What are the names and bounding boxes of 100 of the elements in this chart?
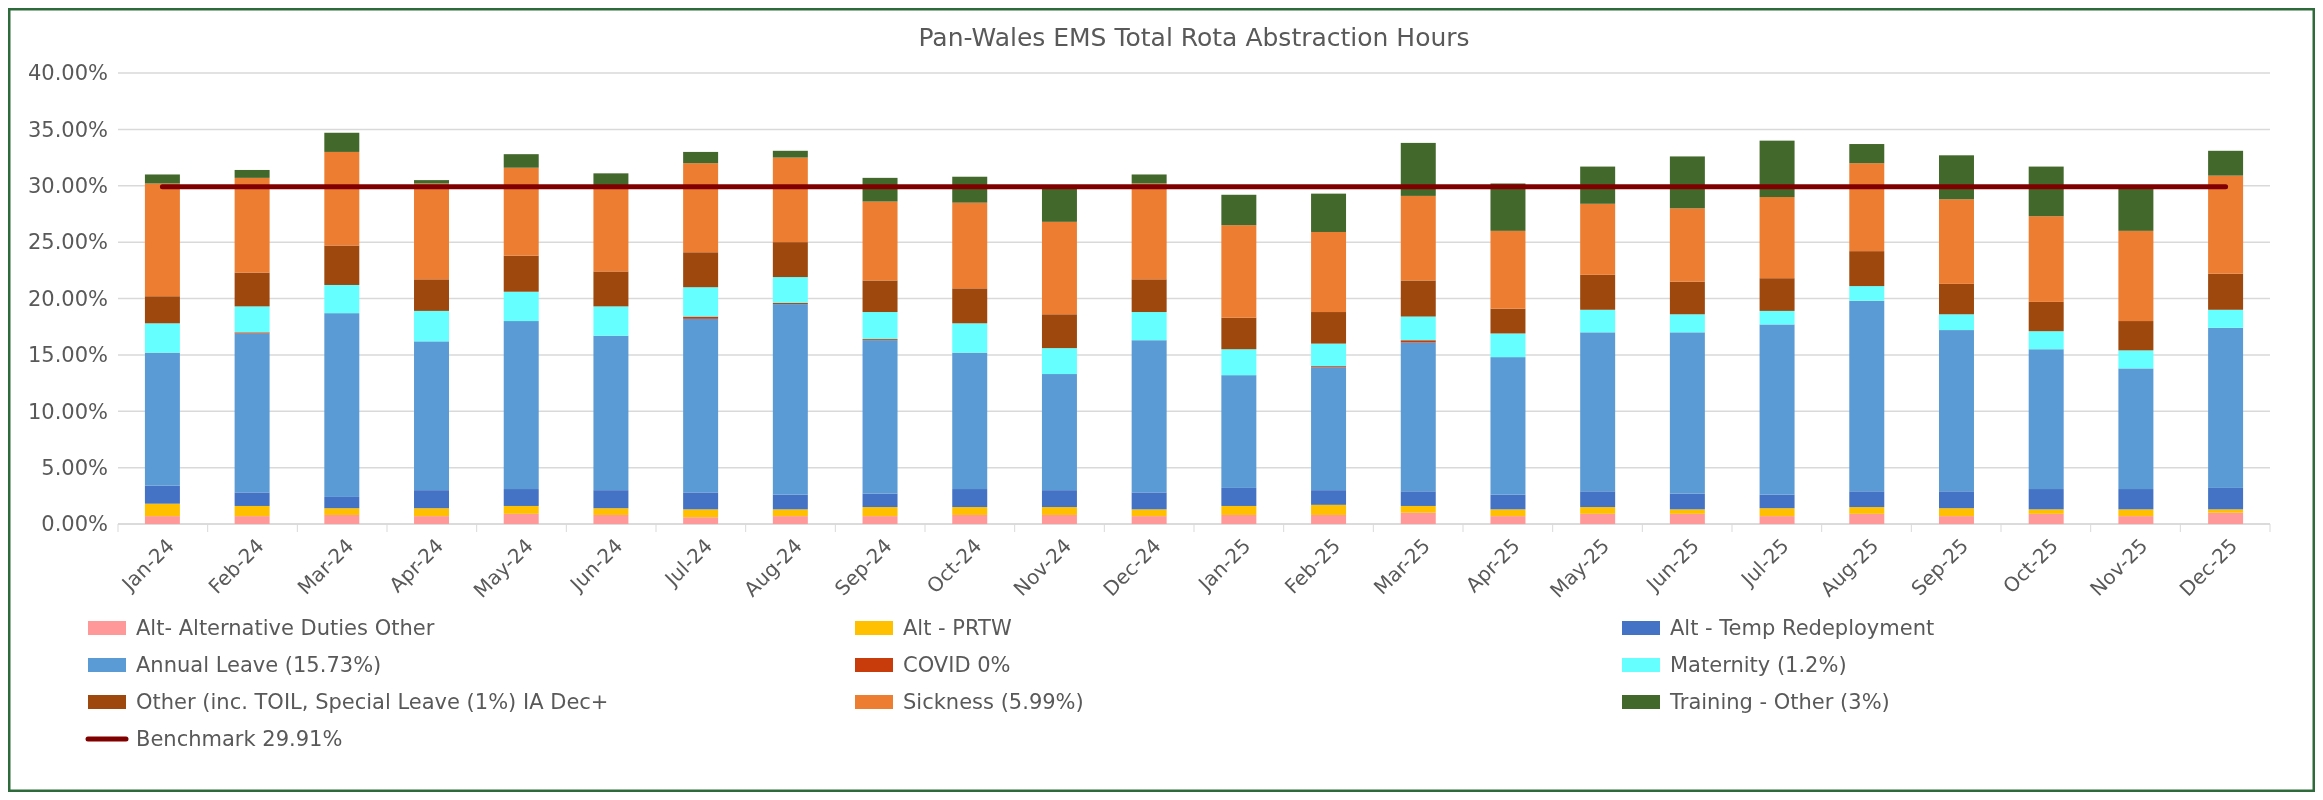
legend-label: Sickness (5.99%) — [903, 690, 1084, 715]
bar — [1400, 512, 1436, 524]
bar — [1400, 491, 1436, 506]
bar — [1759, 508, 1795, 517]
bar — [1041, 348, 1077, 375]
bar — [324, 514, 360, 524]
bar — [1938, 314, 1974, 331]
bar — [324, 496, 360, 509]
bar — [503, 167, 539, 256]
bar — [1669, 493, 1705, 510]
bar — [414, 279, 450, 311]
bar — [2208, 273, 2244, 310]
bar — [1221, 349, 1257, 376]
y-tick-label: 25.00% — [27, 230, 108, 255]
y-tick-label: 15.00% — [27, 343, 108, 368]
bar — [1131, 279, 1167, 313]
bar — [1759, 140, 1795, 198]
bar — [1490, 230, 1526, 309]
bar — [1938, 508, 1974, 517]
bar — [234, 516, 270, 524]
bar — [1580, 513, 1616, 524]
bar — [1131, 492, 1167, 510]
bar — [683, 509, 719, 518]
bar — [1580, 274, 1616, 310]
bar — [952, 489, 988, 508]
bar — [1221, 505, 1257, 515]
bar — [1669, 509, 1705, 514]
bar — [414, 183, 450, 280]
bar — [144, 503, 180, 517]
bar — [1669, 332, 1705, 494]
bar — [1041, 374, 1077, 491]
y-tick-label: 10.00% — [27, 399, 108, 424]
bar — [503, 505, 539, 514]
bar — [1759, 197, 1795, 279]
bar — [683, 151, 719, 164]
bar — [1580, 332, 1616, 492]
bar — [1131, 509, 1167, 517]
legend-label: Maternity (1.2%) — [1670, 653, 1847, 678]
bar — [1311, 231, 1347, 313]
bar — [772, 277, 808, 304]
bar — [503, 513, 539, 524]
legend-label: Alt - Temp Redeployment — [1670, 616, 1935, 641]
bar — [1849, 163, 1885, 252]
bar — [1221, 317, 1257, 350]
bar — [1849, 286, 1885, 301]
bar — [952, 323, 988, 353]
bar — [952, 507, 988, 515]
bar — [862, 516, 898, 524]
bar — [593, 335, 629, 491]
bar — [1938, 330, 1974, 492]
bar — [593, 271, 629, 307]
bar — [414, 490, 450, 509]
legend-label: Alt- Alternative Duties Other — [136, 616, 435, 641]
y-tick-label: 40.00% — [27, 61, 108, 86]
bar — [1849, 507, 1885, 514]
bar — [2028, 509, 2064, 514]
bar — [234, 169, 270, 178]
bar — [683, 287, 719, 317]
bar — [1311, 504, 1347, 515]
legend-label: Training - Other (3%) — [1669, 690, 1890, 715]
bar — [1311, 514, 1347, 524]
bar — [1759, 278, 1795, 311]
bar — [234, 306, 270, 333]
bar — [2028, 513, 2064, 524]
bar — [1938, 491, 1974, 509]
bar — [414, 310, 450, 342]
bar — [2118, 489, 2154, 510]
y-tick-label: 5.00% — [41, 455, 108, 480]
bar — [503, 255, 539, 292]
bar — [503, 291, 539, 322]
bar — [144, 296, 180, 324]
bar — [1669, 314, 1705, 333]
bar — [862, 340, 898, 494]
bar — [503, 489, 539, 506]
bar — [1041, 221, 1077, 315]
bar — [952, 514, 988, 524]
bar — [1131, 312, 1167, 341]
chart-title: Pan-Wales EMS Total Rota Abstraction Hours — [918, 23, 1470, 52]
bar — [234, 505, 270, 517]
bar — [1221, 194, 1257, 226]
legend-label: COVID 0% — [903, 653, 1011, 678]
bar — [772, 494, 808, 510]
bar — [1849, 491, 1885, 508]
bar — [503, 154, 539, 168]
bar — [324, 508, 360, 515]
bar — [1759, 324, 1795, 495]
bar — [2028, 349, 2064, 490]
bar — [144, 323, 180, 353]
bar — [1400, 142, 1436, 196]
bar — [1041, 507, 1077, 515]
bar — [2208, 150, 2244, 176]
bar — [772, 509, 808, 517]
bar — [1221, 514, 1257, 524]
bar — [324, 132, 360, 152]
bar — [2028, 331, 2064, 350]
bar — [1221, 225, 1257, 318]
bar — [234, 333, 270, 493]
bar — [2208, 309, 2244, 328]
legend-label: Annual Leave (15.73%) — [136, 653, 382, 678]
bar — [1759, 310, 1795, 325]
